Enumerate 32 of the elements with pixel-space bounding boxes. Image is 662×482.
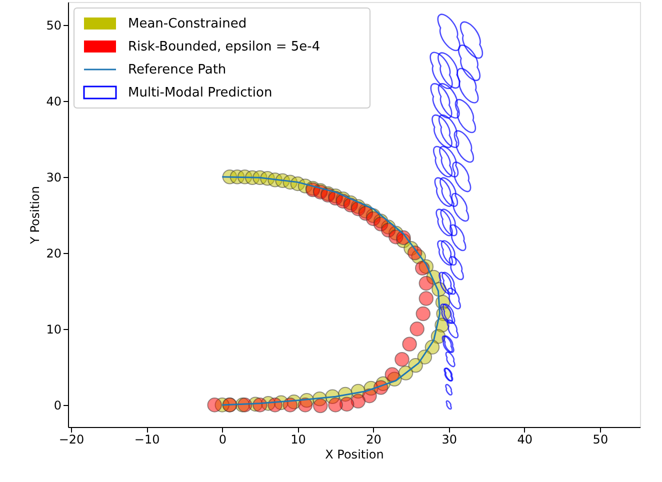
y-tick-label: 30: [46, 170, 62, 184]
point: [328, 398, 343, 412]
x-tick-label: 10: [290, 432, 306, 446]
point: [312, 398, 328, 414]
point: [402, 336, 417, 352]
point: [418, 291, 434, 306]
y-axis-title: Y Position: [28, 186, 42, 245]
y-tick-label: 20: [46, 246, 62, 260]
x-tick-label: −20: [58, 432, 84, 446]
x-tick-label: −10: [134, 432, 160, 446]
y-tick-label: 40: [46, 94, 62, 108]
x-tick-label: 20: [366, 432, 382, 446]
point: [298, 398, 313, 412]
x-tick-label: 40: [517, 432, 533, 446]
legend-label: Reference Path: [128, 62, 226, 78]
point: [394, 352, 410, 367]
x-tick-label: 0: [218, 432, 226, 446]
point: [416, 306, 431, 322]
y-tick-label: 10: [46, 322, 62, 336]
point: [418, 276, 434, 291]
legend-label: Risk-Bounded, epsilon = 5e-4: [128, 40, 320, 54]
point: [410, 322, 424, 336]
y-tick-label: 0: [54, 398, 62, 412]
x-tick-label: 50: [592, 432, 608, 446]
y-tick-label: 50: [46, 18, 62, 32]
point: [350, 394, 366, 409]
x-axis-title: X Position: [325, 448, 384, 462]
legend-label: Mean-Constrained: [128, 16, 247, 32]
point: [384, 367, 400, 382]
x-tick-label: 30: [442, 432, 457, 446]
legend-label: Multi-Modal Prediction: [128, 86, 272, 100]
point: [207, 398, 222, 412]
